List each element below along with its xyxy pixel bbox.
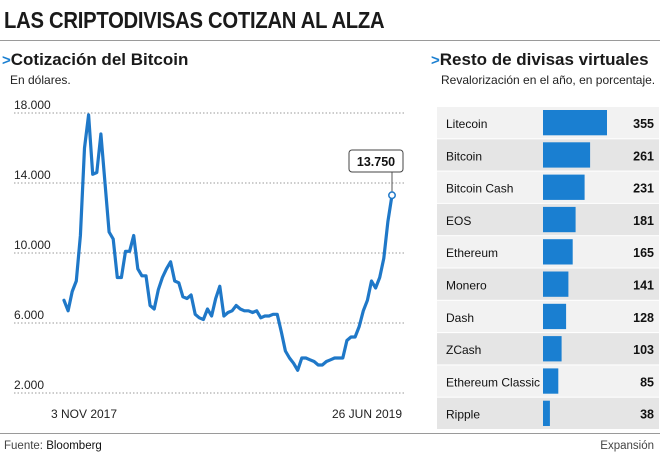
bar-value-label: 103 <box>633 343 654 357</box>
bar-category-label: Bitcoin <box>446 149 482 163</box>
y-tick-label: 6.000 <box>14 308 44 322</box>
bar-value-label: 181 <box>633 214 654 228</box>
y-tick-label: 14.000 <box>14 168 51 182</box>
bar <box>543 206 576 233</box>
bar-value-label: 85 <box>640 375 654 389</box>
bitcoin-price-line <box>62 113 394 372</box>
publisher-brand: Expansión <box>600 440 654 452</box>
top-divider <box>0 40 660 41</box>
bar <box>543 239 573 265</box>
bar-category-label: EOS <box>446 214 471 228</box>
bitcoin-price-line-chart: 18.000 14.000 10.000 6.000 2.000 3 NOV 2017 26… <box>14 98 405 421</box>
annotation-label: 13.750 <box>357 155 395 169</box>
bar-category-label: Ethereum Classic <box>446 375 540 389</box>
bar <box>543 400 550 426</box>
bottom-divider <box>0 433 660 434</box>
source-note: Fuente: Bloomberg <box>4 440 102 452</box>
page-title: LAS CRIPTODIVISAS COTIZAN AL ALZA <box>4 7 385 33</box>
line-chart-title: Cotización del Bitcoin <box>10 50 189 69</box>
currency-revaluation-bar-chart: Litecoin 355 Bitcoin 261 Bitcoin Cash 231 EOS 1… <box>437 107 659 429</box>
bar-value-label: 128 <box>633 311 654 325</box>
y-tick-label: 10.000 <box>14 238 51 252</box>
bar-category-label: Monero <box>446 279 487 293</box>
bar <box>543 110 607 136</box>
bar <box>543 174 585 200</box>
bar <box>543 303 567 330</box>
chevron-right-icon: > <box>2 52 11 69</box>
x-tick-label: 26 JUN 2019 <box>332 407 402 421</box>
bar <box>543 368 559 394</box>
bar-category-label: Ethereum <box>446 246 498 260</box>
bar <box>543 336 562 362</box>
bar-chart-heading: >Resto de divisas virtuales <box>431 50 649 70</box>
bar-category-label: ZCash <box>446 343 481 357</box>
x-tick-label: 3 NOV 2017 <box>51 407 117 421</box>
line-chart-heading: >Cotización del Bitcoin <box>2 50 188 70</box>
bar-chart-title: Resto de divisas virtuales <box>439 50 649 69</box>
bar-category-label: Bitcoin Cash <box>446 182 513 196</box>
bar <box>543 271 569 297</box>
bar-category-label: Dash <box>446 311 474 325</box>
bar-chart-subtitle: Revalorización en el año, en porcentaje. <box>441 73 656 87</box>
bar-value-label: 165 <box>633 246 654 260</box>
source-name: Bloomberg <box>46 440 102 452</box>
bar-value-label: 355 <box>633 117 654 131</box>
source-label: Fuente: <box>4 440 43 452</box>
bar-category-label: Litecoin <box>446 117 487 131</box>
line-chart-subtitle: En dólares. <box>10 73 71 87</box>
bar-category-label: Ripple <box>446 408 480 422</box>
bar-value-label: 141 <box>633 279 654 293</box>
annotation-box <box>348 149 404 173</box>
bar-value-label: 231 <box>633 182 654 196</box>
bar-value-label: 38 <box>640 408 654 422</box>
y-tick-label: 2.000 <box>14 378 44 392</box>
chevron-right-icon: > <box>431 52 440 69</box>
last-point-marker <box>388 191 396 200</box>
y-tick-label: 18.000 <box>14 98 51 112</box>
bar-value-label: 261 <box>633 149 654 163</box>
bar <box>543 142 591 168</box>
